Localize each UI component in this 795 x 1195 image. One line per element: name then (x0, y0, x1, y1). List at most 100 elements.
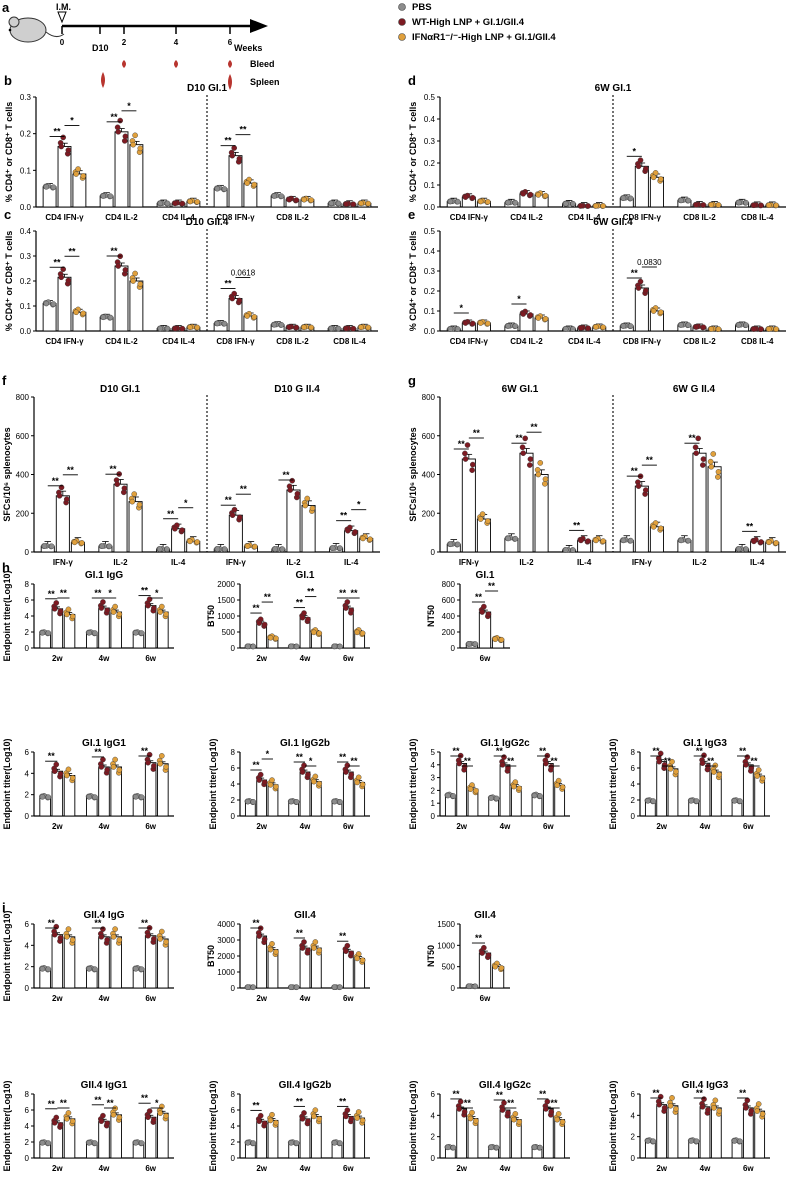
significance-label: * (155, 1098, 159, 1108)
data-point (477, 320, 484, 326)
y-axis-label: % CD4⁺ or CD8⁺ T cells (4, 102, 14, 203)
chart-c: c D10 GII.4 0.0 0.1 0.2 0.3 0.4 % CD4⁺ or CD8⁺ … (4, 207, 378, 346)
x-tick-label: 4w (99, 994, 110, 1003)
data-point (250, 799, 257, 805)
data-point (743, 762, 749, 768)
bar (461, 458, 476, 553)
x-tick-label: 4w (500, 822, 511, 831)
significance-label: ** (631, 466, 639, 476)
data-point (45, 794, 52, 800)
significance-label: ** (507, 1098, 515, 1108)
data-point (554, 782, 560, 789)
x-tick-label: 2w (52, 654, 63, 663)
data-point (537, 460, 544, 466)
x-tick-label: CD8 IL-4 (741, 213, 774, 222)
data-point (708, 326, 715, 332)
x-tick-label: CD4 IL-2 (105, 213, 138, 222)
data-point (447, 198, 454, 205)
chart-f: f D10 GI.1 D10 G II.4 0 200 400 600 800 SFCs/10⁶… (2, 373, 380, 567)
data-point (716, 771, 723, 778)
chart-d: d 6W GI.1 0.0 0.1 0.2 0.3 0.4 0.5 % CD4⁺ or CD8⁺… (408, 73, 786, 222)
data-point (493, 1144, 500, 1151)
data-point (635, 483, 642, 489)
data-point (267, 1117, 274, 1124)
data-point (98, 934, 105, 940)
data-point (163, 1113, 169, 1119)
data-point (535, 315, 542, 321)
data-point (359, 957, 366, 963)
chart-title: D10 GI.1 (100, 384, 140, 395)
data-point (462, 456, 469, 462)
y-tick-label: 6 (231, 764, 236, 773)
x-tick-label: IL-2 (519, 558, 534, 567)
data-point (527, 456, 534, 462)
data-point (344, 762, 351, 769)
data-point (267, 946, 274, 953)
data-point (80, 310, 87, 317)
chart-title: GI.1 IgG (85, 570, 124, 581)
data-point (481, 603, 487, 610)
data-point (673, 1106, 679, 1112)
data-point (485, 952, 492, 958)
significance-label: ** (739, 1088, 747, 1098)
data-point (146, 596, 153, 603)
data-point (172, 525, 178, 532)
x-tick-label: CD4 IFN-γ (45, 213, 84, 222)
data-point (58, 274, 65, 281)
x-tick-label: CD4 IFN-γ (45, 337, 84, 346)
chart-title: GI.1 IgG1 (82, 738, 126, 749)
x-tick-label: IL-4 (750, 558, 765, 567)
data-point (344, 1107, 351, 1113)
data-point (693, 201, 700, 208)
data-point (642, 287, 649, 294)
data-point (358, 200, 364, 207)
data-point (505, 765, 511, 771)
data-point (145, 1114, 151, 1120)
data-point (635, 163, 642, 170)
data-point (344, 942, 351, 949)
data-point (700, 202, 707, 208)
data-point (693, 450, 700, 456)
y-tick-label: 0 (631, 812, 636, 821)
data-point (348, 607, 355, 614)
data-point (548, 763, 555, 770)
panel-letter: i (2, 900, 6, 915)
chart-title: D10 GI.1 (187, 83, 227, 94)
data-point (354, 955, 360, 962)
data-point (312, 939, 319, 945)
x-tick-label: 4w (300, 822, 311, 831)
y-axis-label: Endpoint titer(Log10) (208, 1081, 218, 1172)
y-tick-label: 4 (231, 780, 236, 789)
significance-label: ** (167, 509, 175, 519)
data-point (65, 147, 72, 153)
data-point (667, 1102, 674, 1109)
y-tick-label: 2 (25, 628, 30, 637)
data-point (71, 539, 78, 546)
significance-label: ** (109, 464, 117, 474)
y-tick-label: 0 (25, 1154, 30, 1163)
data-point (115, 263, 122, 269)
significance-label: ** (539, 746, 547, 756)
y-tick-label: 1500 (437, 920, 455, 929)
y-tick-label: 5 (431, 748, 436, 757)
significance-label: ** (515, 433, 523, 443)
y-tick-label: 0.3 (20, 252, 32, 261)
data-point (245, 643, 251, 650)
y-tick-label: 0.5 (424, 227, 436, 236)
significance-label: ** (707, 756, 715, 766)
data-point (335, 200, 342, 207)
data-point (479, 950, 485, 956)
y-axis-label: % CD4⁺ or CD8⁺ T cells (408, 231, 418, 332)
data-point (331, 984, 338, 991)
data-point (172, 200, 179, 207)
data-point (669, 1095, 675, 1101)
data-point (132, 132, 138, 139)
data-point (751, 538, 757, 545)
data-point (467, 1115, 474, 1122)
y-axis-label: Endpoint titer(Log10) (608, 1081, 618, 1172)
significance-label: ** (252, 760, 260, 770)
data-point (179, 325, 186, 332)
y-tick-label: 0.4 (424, 115, 436, 124)
data-point (658, 176, 664, 182)
data-point (133, 794, 139, 800)
